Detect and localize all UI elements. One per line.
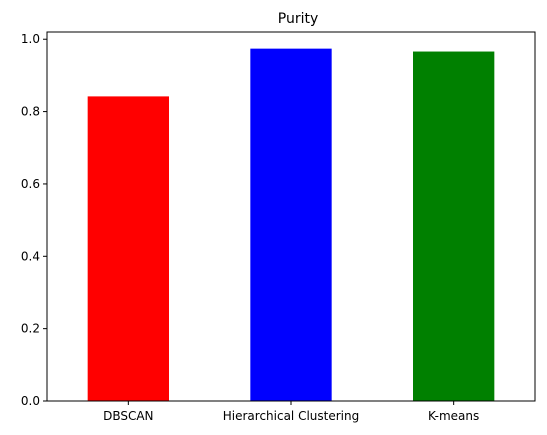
- chart-title: Purity: [278, 11, 319, 27]
- y-tick-label: 1.0: [21, 32, 40, 46]
- y-tick-label: 0.8: [21, 105, 40, 119]
- y-tick-label: 0.2: [21, 322, 40, 336]
- bar-dbscan: [87, 96, 169, 402]
- bar-hierarchical-clustering: [250, 48, 332, 402]
- x-tick-label: DBSCAN: [103, 409, 153, 423]
- y-tick-label: 0.6: [21, 177, 40, 191]
- x-tick-label: Hierarchical Clustering: [223, 409, 359, 423]
- y-tick-label: 0.0: [21, 394, 40, 408]
- axes-frame: [46, 31, 536, 402]
- bar-k-means: [413, 51, 495, 402]
- plot-area: DBSCAN Hierarchical Clustering K-means 0.0 0…: [21, 32, 495, 423]
- y-tick-label: 0.4: [21, 249, 40, 263]
- x-tick-label: K-means: [428, 409, 479, 423]
